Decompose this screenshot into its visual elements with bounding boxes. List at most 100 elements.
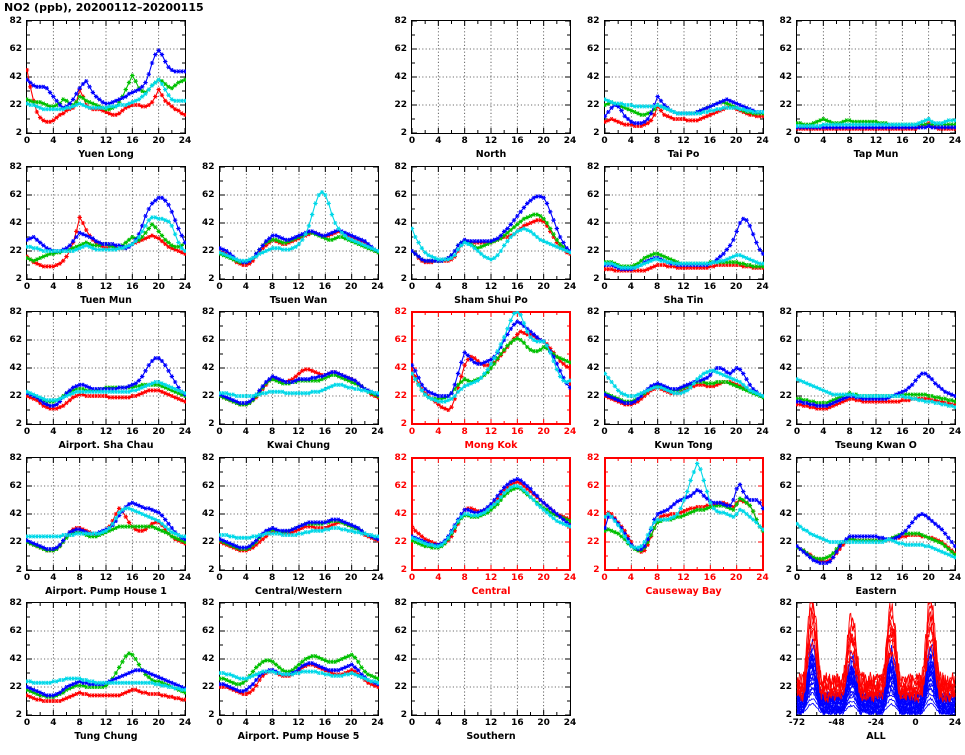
y-axis-tick-label: 62: [394, 626, 407, 636]
x-axis-tick-label: 24: [178, 718, 192, 728]
series-line: [796, 602, 956, 695]
x-axis-tick-label: 16: [126, 427, 139, 437]
series-markers: [411, 225, 571, 262]
y-axis-tick-label: 82: [586, 161, 600, 172]
y-axis-tick-label: 82: [586, 16, 600, 26]
panel-label: Tuen Mun: [80, 294, 132, 306]
y-axis-tick-label: 82: [586, 452, 600, 463]
plot-area: [218, 602, 379, 716]
y-axis-tick-label: 42: [201, 363, 215, 373]
x-axis-tick-label: 12: [99, 427, 113, 437]
x-axis-tick-label: 20: [922, 427, 935, 437]
x-axis-tick-label: 0: [23, 718, 31, 728]
x-axis-tick-label: 8: [76, 427, 83, 437]
y-axis-tick-label: 22: [586, 100, 600, 110]
x-axis-tick-label: 0: [912, 718, 919, 728]
plot-area: [796, 20, 956, 134]
series-markers: [218, 516, 379, 550]
series-markers: [796, 123, 956, 130]
x-axis-tick-label: 4: [627, 136, 634, 146]
series-markers: [26, 523, 186, 553]
x-axis-tick-label: 16: [511, 718, 524, 728]
x-axis-tick-label: 8: [269, 718, 276, 728]
y-axis-tick-label: 82: [394, 598, 407, 608]
plot-area: [411, 457, 571, 570]
x-axis-tick-label: 20: [152, 136, 165, 146]
y-axis-tick-label: 42: [586, 217, 600, 228]
plot-area: [603, 166, 764, 279]
x-axis-tick-label: 0: [793, 572, 801, 583]
series-markers: [603, 262, 764, 273]
x-axis-tick-label: 12: [99, 281, 113, 292]
x-axis-tick-label: 12: [484, 281, 498, 292]
chart-panel-causeway-bay: 2 22 42 62 82 0 4 8 12 16 20 24 Causeway Bay: [587, 453, 769, 603]
y-axis-tick-label: 2: [400, 419, 407, 429]
x-axis-tick-label: 20: [729, 281, 743, 292]
x-axis-tick-label: 8: [654, 427, 661, 437]
x-axis-tick-label: 0: [216, 281, 223, 292]
y-axis-tick-label: 2: [15, 128, 22, 138]
x-axis-tick-label: 0: [601, 281, 608, 292]
x-axis-tick-label: 4: [435, 572, 442, 583]
y-axis-tick-label: 42: [9, 654, 22, 664]
y-axis-tick-label: 82: [201, 161, 215, 172]
chart-panel-kwai-chung: 2 22 42 62 82 0 4 8 12 16 20 24 Kwai Chung: [202, 307, 384, 457]
x-axis-tick-label: 4: [435, 281, 442, 292]
y-axis-tick-label: 82: [394, 16, 407, 26]
y-axis-tick-label: 22: [394, 536, 407, 547]
x-axis-tick-label: 4: [627, 572, 634, 583]
y-axis-tick-label: 62: [586, 189, 600, 200]
series-markers: [796, 377, 956, 410]
x-axis-tick-label: 12: [292, 281, 305, 292]
y-axis-tick-label: 82: [9, 598, 22, 608]
series-markers: [411, 476, 571, 547]
plot-area: [411, 602, 571, 716]
x-axis-tick-label: 20: [344, 427, 358, 437]
x-axis-tick-label: 16: [318, 572, 332, 583]
x-axis-tick-label: 24: [178, 572, 192, 583]
y-axis-tick-label: 22: [586, 536, 600, 547]
x-axis-tick-label: 8: [846, 427, 853, 437]
x-axis-tick-label: 20: [537, 572, 550, 583]
y-axis-tick-label: 62: [586, 335, 600, 345]
x-axis-tick-label: -24: [867, 718, 885, 728]
x-axis-tick-label: 12: [869, 427, 883, 437]
chart-panel-tuen-mun: 2 22 42 62 82 0 4 8 12 16 20 24 Tuen Mun: [9, 162, 191, 312]
x-axis-tick-label: 4: [50, 427, 57, 437]
x-axis-tick-label: 16: [126, 718, 139, 728]
panel-label: Eastern: [855, 585, 897, 597]
x-axis-tick-label: 24: [948, 427, 962, 437]
x-axis-tick-label: 20: [729, 427, 743, 437]
x-axis-tick-label: 4: [50, 572, 57, 583]
x-axis-tick-label: 24: [178, 281, 192, 292]
y-axis-tick-label: 2: [400, 128, 407, 138]
panel-label: Sham Shui Po: [454, 294, 528, 306]
plot-area: [26, 20, 186, 134]
x-axis-tick-label: 0: [23, 136, 31, 146]
y-axis-tick-label: 62: [586, 480, 600, 491]
x-axis-tick-label: 8: [654, 136, 661, 146]
x-axis-tick-label: 16: [318, 718, 332, 728]
panel-label: Yuen Long: [78, 149, 134, 160]
panel-label: Airport. Sha Chau: [58, 440, 154, 451]
x-axis-tick-label: 24: [371, 281, 384, 292]
x-axis-tick-label: 24: [563, 136, 577, 146]
x-axis-tick-label: 24: [948, 718, 962, 728]
x-axis-tick-label: 16: [511, 572, 524, 583]
y-axis-tick-label: 22: [201, 536, 215, 547]
x-axis-tick-label: 8: [461, 572, 468, 583]
y-axis-tick-label: 82: [9, 452, 22, 463]
y-axis-tick-label: 22: [394, 391, 407, 401]
x-axis-tick-label: 16: [896, 427, 909, 437]
x-axis-tick-label: 16: [703, 136, 717, 146]
x-axis-tick-label: 8: [654, 281, 661, 292]
y-axis-tick-label: 2: [15, 419, 22, 429]
x-axis-tick-label: 0: [408, 136, 416, 146]
series-markers: [603, 495, 764, 553]
y-axis-tick-label: 42: [394, 217, 407, 228]
x-axis-tick-label: 20: [537, 427, 550, 437]
series-markers: [796, 521, 956, 560]
x-axis-tick-label: 16: [896, 136, 909, 146]
series-markers: [26, 379, 186, 403]
plot-area: [411, 20, 571, 134]
